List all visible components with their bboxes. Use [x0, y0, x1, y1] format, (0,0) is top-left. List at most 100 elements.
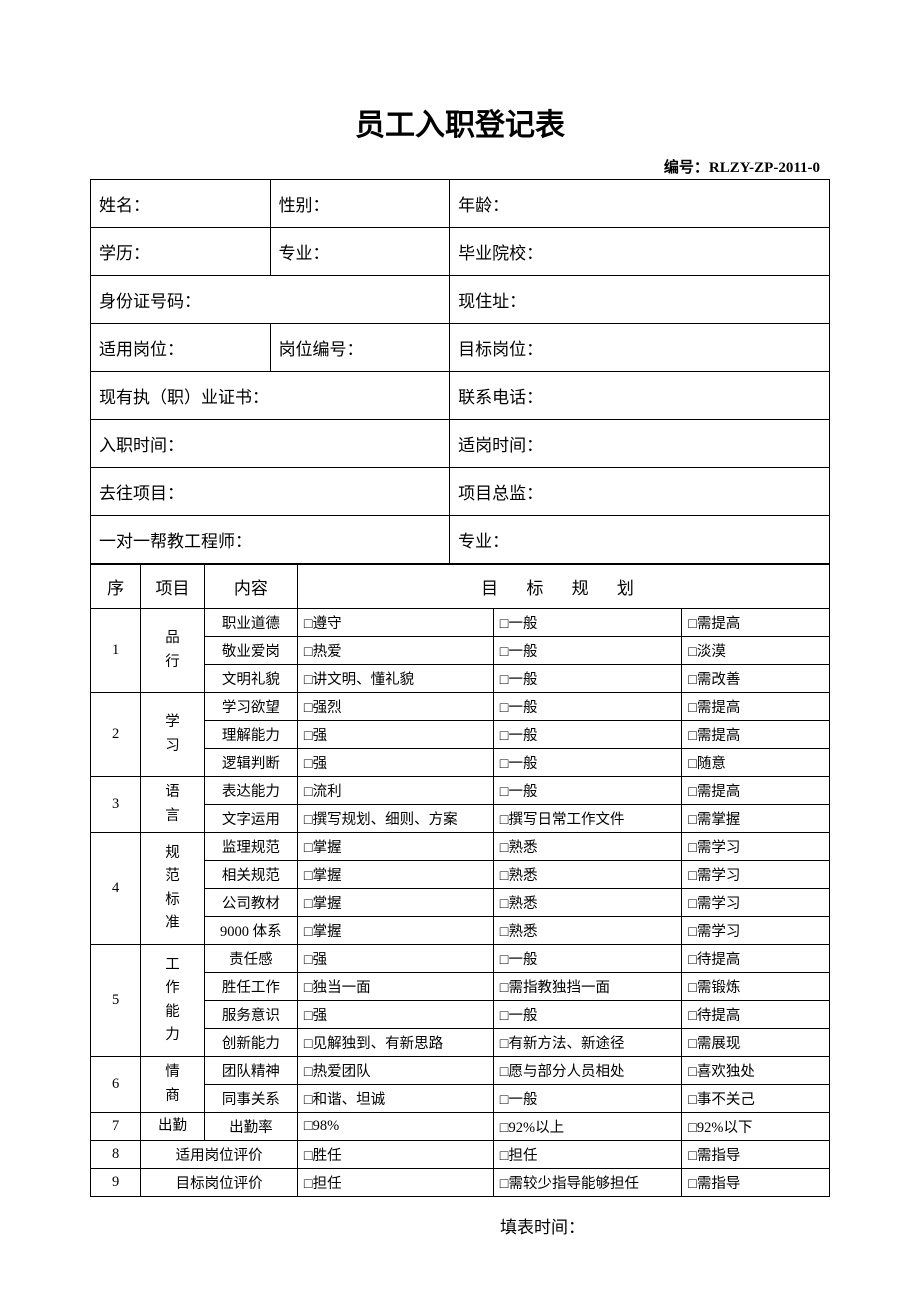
row-option: □需锻炼: [682, 973, 830, 1001]
row-item: 同事关系: [204, 1085, 297, 1113]
table-row: 6情商团队精神□热爱团队□愿与部分人员相处□喜欢独处: [91, 1057, 830, 1085]
row-option: □流利: [297, 777, 493, 805]
field-mentor-major: 专业：: [450, 516, 830, 564]
fill-time-label: 填表时间：: [90, 1213, 830, 1238]
row-option: □一般: [493, 665, 681, 693]
table-row: 5工作能力责任感□强□一般□待提高: [91, 945, 830, 973]
row-option: □强: [297, 1001, 493, 1029]
row-item: 文字运用: [204, 805, 297, 833]
header-goal: 目 标 规 划: [297, 565, 829, 609]
row-option: □事不关己: [682, 1085, 830, 1113]
row-seq: 3: [91, 777, 141, 833]
row-option: □担任: [297, 1169, 493, 1197]
row-option: □撰写规划、细则、方案: [297, 805, 493, 833]
row-item: 文明礼貌: [204, 665, 297, 693]
field-school: 毕业院校：: [450, 228, 830, 276]
row-option: □独当一面: [297, 973, 493, 1001]
row-option: □见解独到、有新思路: [297, 1029, 493, 1057]
row-category: 品行: [141, 609, 205, 693]
row-option: □需展现: [682, 1029, 830, 1057]
row-category: 工作能力: [141, 945, 205, 1057]
row-option: □一般: [493, 749, 681, 777]
row-item: 创新能力: [204, 1029, 297, 1057]
row-option: □掌握: [297, 889, 493, 917]
row-option: □和谐、坦诚: [297, 1085, 493, 1113]
field-phone: 联系电话：: [450, 372, 830, 420]
field-project: 去往项目：: [91, 468, 450, 516]
doc-code-label: 编号：: [664, 160, 709, 176]
row-item: 职业道德: [204, 609, 297, 637]
row-option: □需改善: [682, 665, 830, 693]
header-seq: 序: [91, 565, 141, 609]
row-option: □熟悉: [493, 889, 681, 917]
row-option: □有新方法、新途径: [493, 1029, 681, 1057]
row-option: □掌握: [297, 833, 493, 861]
row-option: □熟悉: [493, 917, 681, 945]
row-option: □需学习: [682, 917, 830, 945]
row-seq: 8: [91, 1141, 141, 1169]
row-option: □需指导: [682, 1169, 830, 1197]
header-category: 项目: [141, 565, 205, 609]
row-option: □强: [297, 721, 493, 749]
doc-code-line: 编号：RLZY-ZP-2011-0: [90, 156, 830, 177]
row-seq: 5: [91, 945, 141, 1057]
row-item: 服务意识: [204, 1001, 297, 1029]
row-seq: 2: [91, 693, 141, 777]
row-item: 敬业爱岗: [204, 637, 297, 665]
row-option: □需掌握: [682, 805, 830, 833]
field-major: 专业：: [270, 228, 450, 276]
row-item: 逻辑判断: [204, 749, 297, 777]
row-option: □一般: [493, 693, 681, 721]
row-option: □熟悉: [493, 861, 681, 889]
row-option: □强烈: [297, 693, 493, 721]
row-seq: 9: [91, 1169, 141, 1197]
row-option: □愿与部分人员相处: [493, 1057, 681, 1085]
row-category: 出勤: [141, 1113, 205, 1141]
row-option: □喜欢独处: [682, 1057, 830, 1085]
row-item: 出勤率: [204, 1113, 297, 1141]
row-option: □热爱: [297, 637, 493, 665]
row-option: □一般: [493, 609, 681, 637]
table-row: 3语言表达能力□流利□一般□需提高: [91, 777, 830, 805]
row-option: □98%: [297, 1113, 493, 1141]
row-option: □需学习: [682, 861, 830, 889]
row-option: □92%以下: [682, 1113, 830, 1141]
field-fit-date: 适岗时间：: [450, 420, 830, 468]
field-name: 姓名：: [91, 180, 271, 228]
row-item: 公司教材: [204, 889, 297, 917]
row-option: □需提高: [682, 609, 830, 637]
row-option: □一般: [493, 721, 681, 749]
row-option: □淡漠: [682, 637, 830, 665]
row-category: 情商: [141, 1057, 205, 1113]
field-target-post: 目标岗位：: [450, 324, 830, 372]
field-mentor: 一对一帮教工程师：: [91, 516, 450, 564]
row-option: □掌握: [297, 917, 493, 945]
row-option: □掌握: [297, 861, 493, 889]
field-suitable-post: 适用岗位：: [91, 324, 271, 372]
field-address: 现住址：: [450, 276, 830, 324]
row-option: □92%以上: [493, 1113, 681, 1141]
row-category-item: 目标岗位评价: [141, 1169, 298, 1197]
table-row: 4规范标准监理规范□掌握□熟悉□需学习: [91, 833, 830, 861]
row-option: □一般: [493, 945, 681, 973]
field-age: 年龄：: [450, 180, 830, 228]
row-option: □需指导: [682, 1141, 830, 1169]
field-id-number: 身份证号码：: [91, 276, 450, 324]
row-option: □待提高: [682, 1001, 830, 1029]
row-option: □担任: [493, 1141, 681, 1169]
row-seq: 4: [91, 833, 141, 945]
row-seq: 7: [91, 1113, 141, 1141]
row-option: □需提高: [682, 721, 830, 749]
doc-code-value: RLZY-ZP-2011-0: [709, 160, 820, 176]
row-seq: 1: [91, 609, 141, 693]
row-option: □讲文明、懂礼貌: [297, 665, 493, 693]
eval-table: 序 项目 内容 目 标 规 划 1品行职业道德□遵守□一般□需提高敬业爱岗□热爱…: [90, 564, 830, 1197]
row-item: 学习欲望: [204, 693, 297, 721]
row-option: □撰写日常工作文件: [493, 805, 681, 833]
row-category-item: 适用岗位评价: [141, 1141, 298, 1169]
row-item: 相关规范: [204, 861, 297, 889]
table-row: 7出勤出勤率□98%□92%以上□92%以下: [91, 1113, 830, 1141]
row-option: □强: [297, 945, 493, 973]
row-seq: 6: [91, 1057, 141, 1113]
row-option: □需提高: [682, 693, 830, 721]
